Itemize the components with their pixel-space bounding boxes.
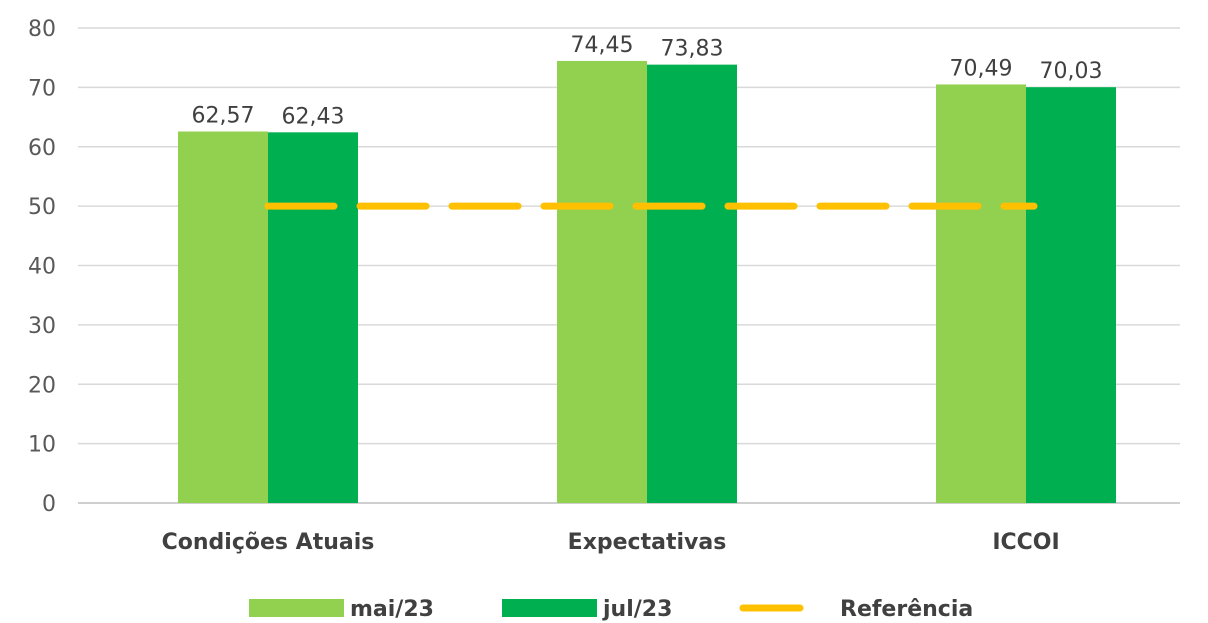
bar	[647, 64, 737, 504]
bar	[178, 131, 268, 503]
legend-swatch-jul23	[502, 599, 597, 617]
legend: mai/23 jul/23 Referência	[249, 597, 973, 622]
bar	[936, 84, 1026, 503]
data-label: 73,83	[661, 37, 724, 62]
y-tick-label: 60	[28, 136, 56, 161]
y-tick-label: 50	[28, 195, 56, 220]
x-category-label: ICCOI	[992, 530, 1059, 555]
y-tick-label: 80	[28, 17, 56, 42]
x-axis: Condições Atuais Expectativas ICCOI	[162, 530, 1060, 555]
data-labels: 62,57 74,45 70,49 62,43 73,83 70,03	[192, 33, 1103, 129]
data-label: 70,03	[1040, 59, 1103, 84]
x-category-label: Condições Atuais	[162, 530, 375, 555]
data-label: 70,49	[950, 56, 1013, 81]
data-label: 62,43	[282, 104, 345, 129]
bar	[268, 132, 358, 503]
y-tick-label: 20	[28, 373, 56, 398]
legend-label: Referência	[840, 597, 973, 622]
legend-swatch-mai23	[249, 599, 344, 617]
legend-label: mai/23	[350, 597, 434, 622]
x-category-label: Expectativas	[568, 530, 727, 555]
data-label: 62,57	[192, 103, 255, 128]
y-axis: 0 10 20 30 40 50 60 70 80	[28, 17, 56, 517]
bar	[557, 60, 647, 503]
y-tick-label: 10	[28, 433, 56, 458]
data-label: 74,45	[571, 33, 634, 58]
y-tick-label: 0	[42, 492, 56, 517]
y-tick-label: 40	[28, 255, 56, 280]
bars	[178, 60, 1116, 504]
legend-label: jul/23	[602, 597, 672, 622]
y-tick-label: 70	[28, 76, 56, 101]
y-tick-label: 30	[28, 314, 56, 339]
bar	[1026, 87, 1116, 504]
